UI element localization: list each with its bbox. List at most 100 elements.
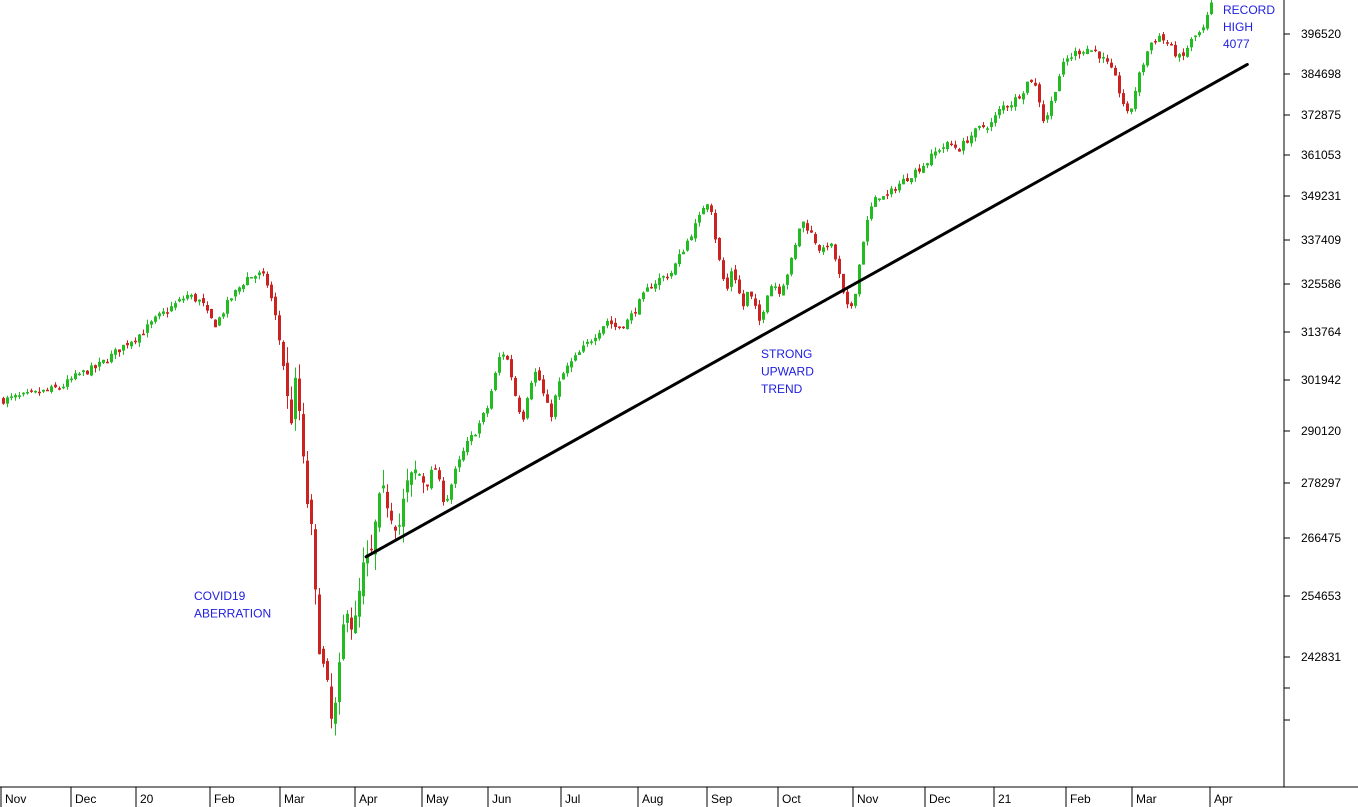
candle-body bbox=[454, 468, 457, 484]
candle-body bbox=[706, 204, 709, 210]
candle bbox=[218, 316, 221, 327]
candle-body bbox=[154, 316, 157, 322]
candle-body bbox=[894, 189, 897, 191]
candle-body bbox=[1182, 52, 1185, 56]
candle-body bbox=[854, 293, 857, 306]
candle bbox=[410, 471, 413, 497]
candle bbox=[618, 326, 621, 330]
candle-body bbox=[522, 411, 525, 420]
candle bbox=[986, 126, 989, 134]
candle bbox=[30, 388, 33, 393]
annotation-line: COVID19 bbox=[194, 589, 246, 603]
candle-body bbox=[1058, 76, 1061, 92]
candle bbox=[894, 186, 897, 194]
candle bbox=[886, 190, 889, 200]
candle-body bbox=[494, 372, 497, 390]
candle-body bbox=[1098, 51, 1101, 59]
candle-body bbox=[418, 474, 421, 476]
candle bbox=[70, 376, 73, 383]
candle bbox=[910, 177, 913, 185]
candle-body bbox=[1018, 96, 1021, 99]
candle bbox=[1178, 52, 1181, 62]
candle-body bbox=[1154, 41, 1157, 43]
candle-body bbox=[102, 359, 105, 363]
candle bbox=[118, 349, 121, 357]
candle bbox=[222, 312, 225, 319]
candle bbox=[22, 392, 25, 397]
candle bbox=[902, 174, 905, 185]
candle bbox=[662, 275, 665, 282]
candle-body bbox=[242, 285, 245, 290]
candle-body bbox=[570, 361, 573, 368]
candle bbox=[278, 310, 281, 345]
candle-body bbox=[930, 153, 933, 166]
candle-body bbox=[514, 377, 517, 396]
candle-body bbox=[962, 140, 965, 151]
candle bbox=[518, 395, 521, 414]
candle bbox=[262, 268, 265, 277]
candle bbox=[930, 149, 933, 167]
candle bbox=[1206, 12, 1209, 31]
candle bbox=[1194, 35, 1197, 42]
candle bbox=[634, 307, 637, 317]
candle-body bbox=[566, 365, 569, 374]
candle-body bbox=[114, 349, 117, 355]
candle-body bbox=[586, 341, 589, 344]
candle bbox=[246, 272, 249, 286]
candle-body bbox=[954, 144, 957, 148]
candle bbox=[462, 447, 465, 462]
candle-body bbox=[478, 423, 481, 434]
candle-body bbox=[374, 521, 377, 555]
candle bbox=[546, 389, 549, 403]
candle bbox=[282, 340, 285, 371]
candle bbox=[1130, 108, 1133, 115]
candle bbox=[978, 125, 981, 131]
candle bbox=[1098, 51, 1101, 63]
candle bbox=[1134, 87, 1137, 112]
candle-body bbox=[1030, 79, 1033, 82]
candle bbox=[954, 140, 957, 150]
x-tick-label: Feb bbox=[1070, 792, 1091, 806]
candle bbox=[398, 513, 401, 535]
x-tick-label: Sep bbox=[711, 792, 733, 806]
candle-body bbox=[1130, 108, 1133, 112]
candle-body bbox=[158, 313, 161, 317]
candle bbox=[742, 289, 745, 310]
candle-body bbox=[834, 244, 837, 260]
trendline bbox=[364, 62, 1249, 559]
candle-body bbox=[510, 359, 513, 378]
x-tick-label: Jul bbox=[565, 792, 580, 806]
candle-body bbox=[474, 434, 477, 437]
candle-body bbox=[434, 468, 437, 470]
candle bbox=[190, 293, 193, 300]
x-tick-label: Jun bbox=[492, 792, 511, 806]
candle bbox=[1146, 50, 1149, 68]
candle bbox=[258, 270, 261, 280]
candle bbox=[502, 351, 505, 360]
candle bbox=[526, 396, 529, 420]
candle-body bbox=[350, 617, 353, 630]
candle-body bbox=[794, 245, 797, 259]
candle-body bbox=[490, 391, 493, 409]
candle bbox=[726, 273, 729, 291]
annotation-line: STRONG bbox=[761, 347, 812, 361]
candle-body bbox=[194, 294, 197, 302]
candle bbox=[106, 358, 109, 364]
candle bbox=[630, 310, 633, 325]
candle bbox=[82, 369, 85, 376]
candle bbox=[570, 357, 573, 373]
candle-body bbox=[1078, 50, 1081, 55]
candle-body bbox=[590, 341, 593, 343]
candle-body bbox=[1086, 48, 1089, 54]
candle bbox=[142, 329, 145, 336]
candle-body bbox=[322, 648, 325, 664]
candle bbox=[958, 147, 961, 152]
covid19-aberration-annotation: COVID19 ABERRATION bbox=[194, 589, 271, 621]
candle-body bbox=[90, 365, 93, 376]
candle-body bbox=[130, 341, 133, 347]
candle bbox=[650, 283, 653, 289]
candle-body bbox=[166, 312, 169, 314]
candle bbox=[74, 369, 77, 381]
candle bbox=[558, 377, 561, 401]
candle-body bbox=[1050, 100, 1053, 116]
